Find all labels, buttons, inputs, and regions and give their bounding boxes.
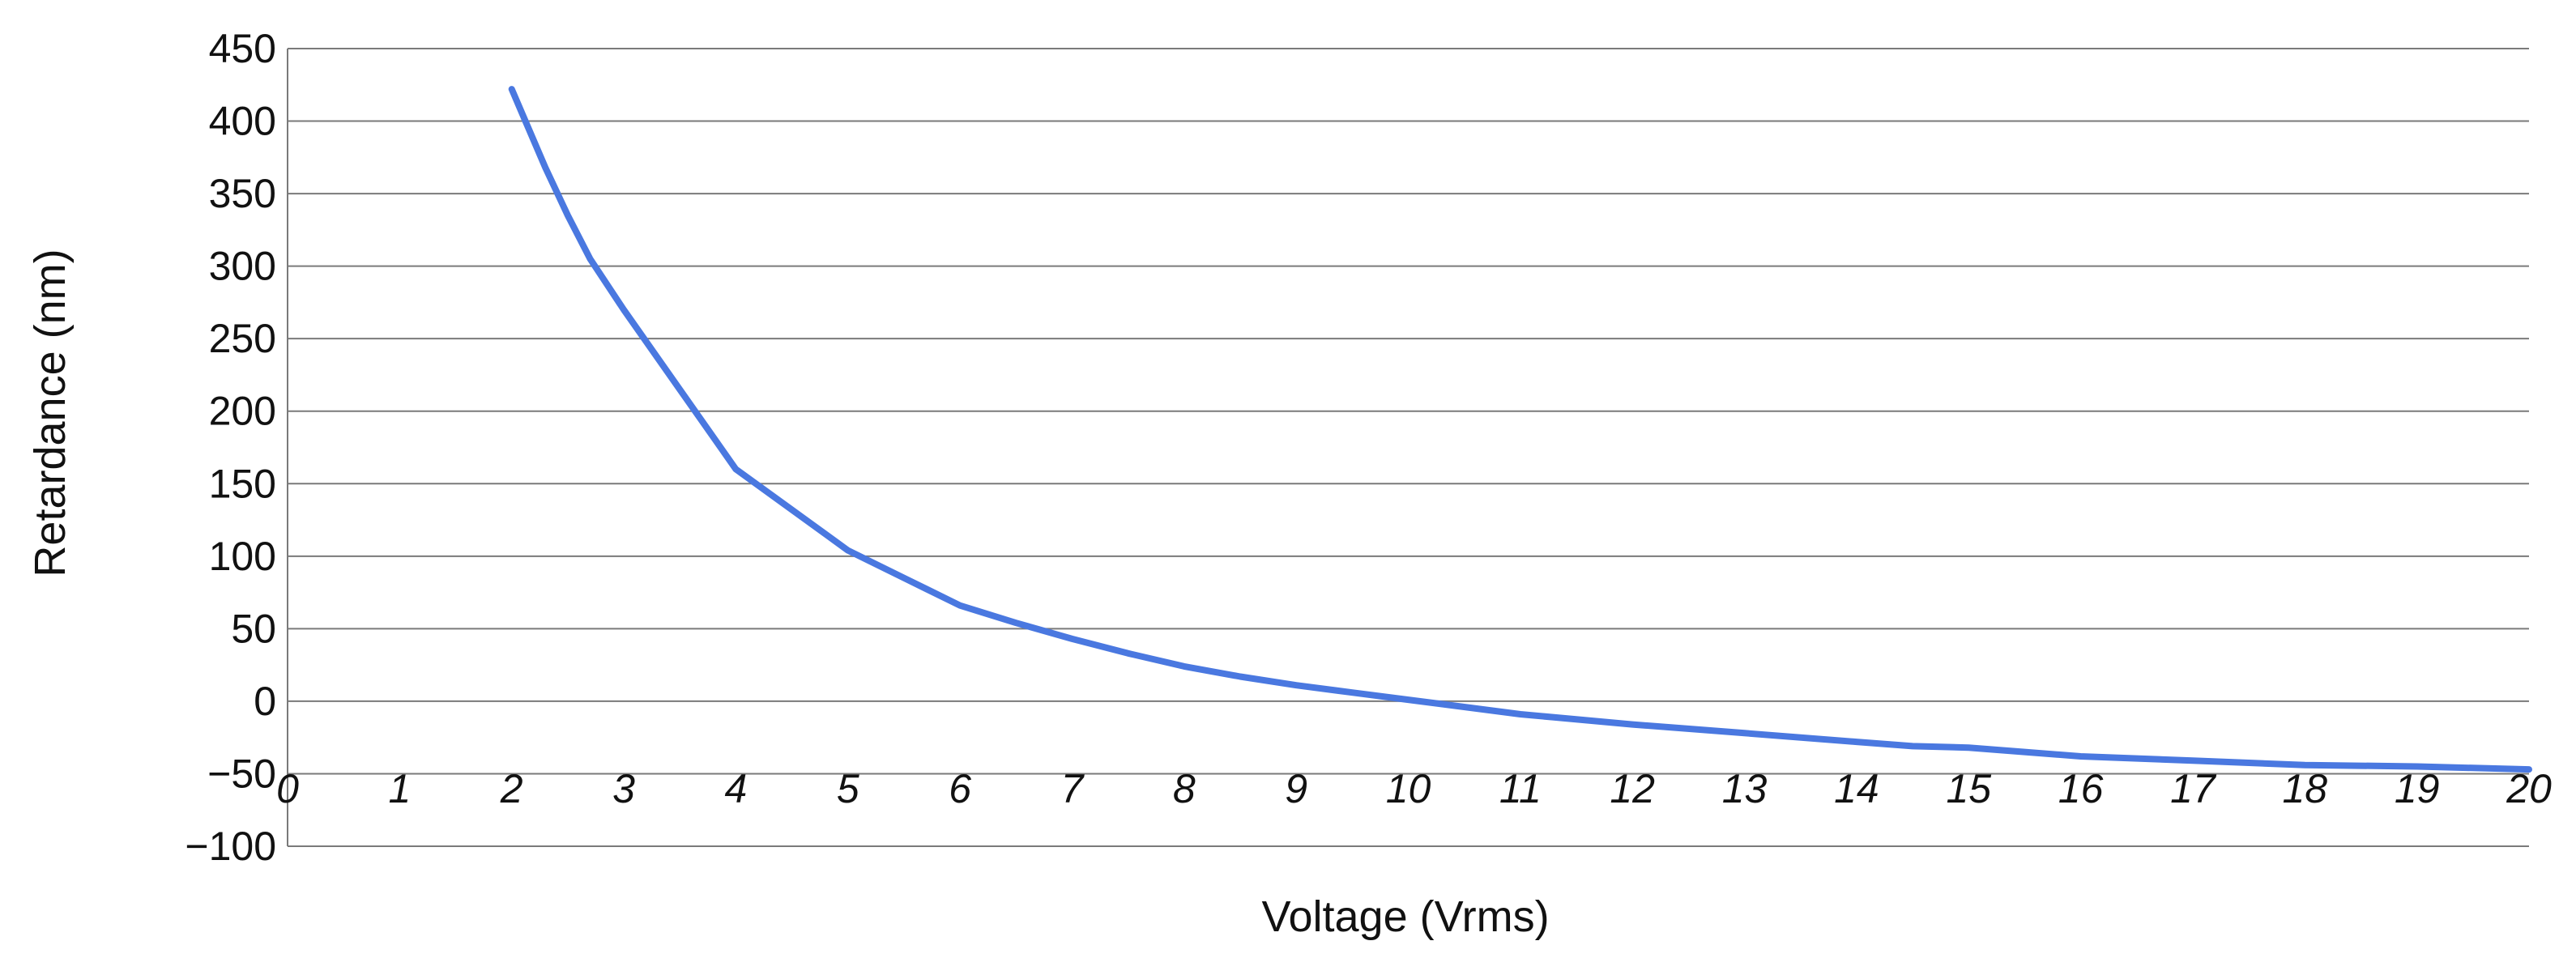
x-tick-label: 20 (2506, 766, 2552, 811)
series-layer (508, 86, 2532, 773)
y-tick-label: 100 (209, 534, 276, 579)
x-tick-label: 1 (388, 766, 411, 811)
x-axis: 0 1 2 3 4 5 6 7 8 9 10 11 12 13 14 15 16 17 18 19 20 (276, 766, 2552, 811)
x-tick-label: 0 (276, 766, 299, 811)
x-tick-label: 13 (1722, 766, 1768, 811)
x-tick-label: 7 (1061, 766, 1085, 811)
y-tick-label: 50 (231, 606, 276, 651)
y-tick-label: 350 (209, 171, 276, 216)
y-tick-label: 250 (209, 316, 276, 361)
x-tick-label: 6 (949, 766, 971, 811)
x-tick-label: 4 (724, 766, 747, 811)
y-tick-label: 400 (209, 99, 276, 144)
y-axis: 450 400 350 300 250 200 150 100 50 0 −50 −100 (185, 26, 276, 869)
gridlines (287, 48, 2529, 847)
x-tick-label: 10 (1386, 766, 1431, 811)
y-tick-label: −50 (207, 751, 276, 796)
x-tick-label: 15 (1946, 766, 1991, 811)
x-tick-label: 5 (837, 766, 859, 811)
y-tick-label: 200 (209, 389, 276, 434)
x-tick-label: 16 (2058, 766, 2104, 811)
x-tick-label: 11 (1499, 766, 1542, 811)
x-tick-label: 14 (1834, 766, 1879, 811)
series-line-0 (508, 86, 2532, 773)
y-tick-label: 0 (254, 679, 276, 724)
y-tick-label: 150 (209, 461, 276, 506)
x-tick-label: 18 (2282, 766, 2327, 811)
y-tick-label: 450 (209, 26, 276, 71)
x-tick-label: 9 (1285, 766, 1307, 811)
y-tick-label: −100 (185, 824, 276, 869)
x-axis-title: Voltage (Vrms) (1261, 892, 1549, 941)
x-tick-label: 12 (1610, 766, 1655, 811)
x-tick-label: 17 (2170, 766, 2217, 811)
y-tick-label: 300 (209, 244, 276, 289)
x-tick-label: 3 (612, 766, 635, 811)
x-tick-label: 19 (2395, 766, 2440, 811)
x-tick-label: 2 (500, 766, 523, 811)
y-axis-title: Retardance (nm) (26, 249, 75, 577)
x-tick-label: 8 (1173, 766, 1196, 811)
